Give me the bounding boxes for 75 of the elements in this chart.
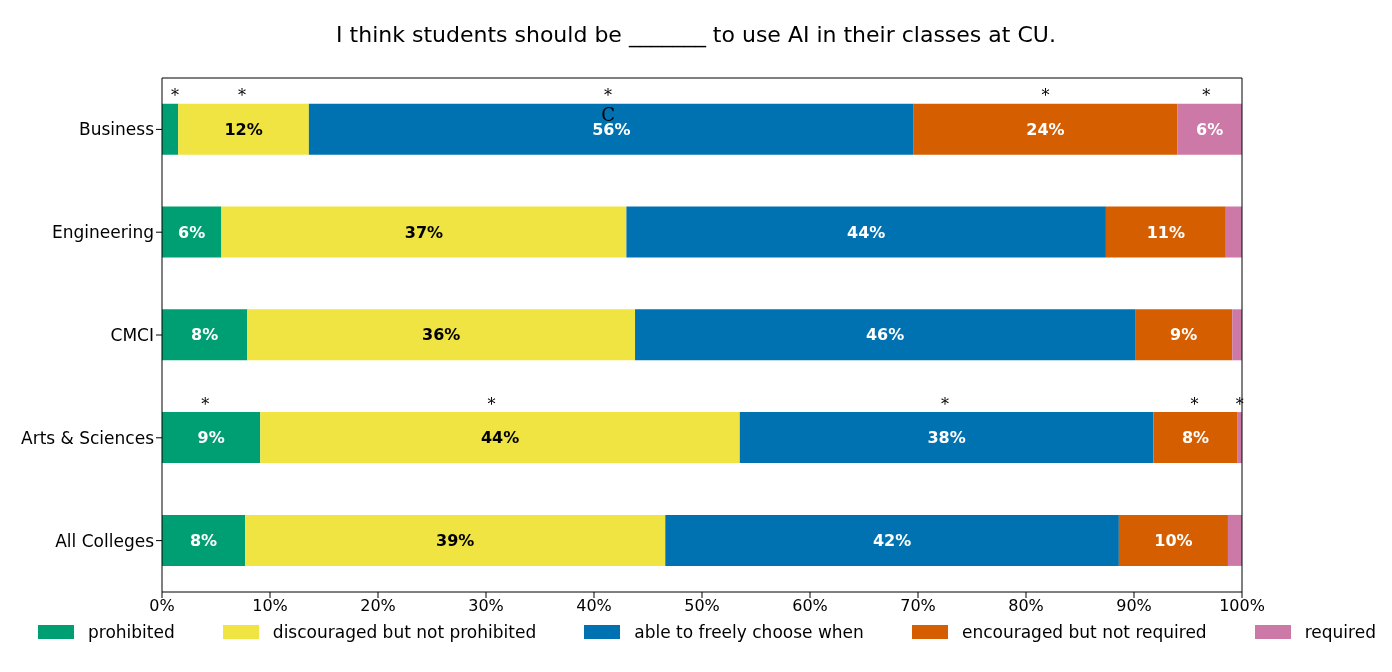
legend-label: required bbox=[1304, 622, 1376, 642]
bar bbox=[913, 103, 1178, 155]
bar bbox=[162, 309, 248, 361]
data-label: 10% bbox=[1154, 530, 1193, 550]
chart-title: I think students should be _______ to use AI in their classes at CU. bbox=[335, 21, 1057, 50]
data-label: 8% bbox=[1181, 428, 1210, 448]
data-label: 8% bbox=[191, 325, 219, 345]
y-tick-label: CMCI bbox=[110, 325, 154, 346]
bar bbox=[1227, 514, 1242, 566]
legend-label: able to freely choose when bbox=[634, 622, 864, 642]
bar bbox=[626, 206, 1106, 258]
legend-label: prohibited bbox=[88, 622, 175, 642]
bar bbox=[162, 103, 179, 155]
data-label: 44% bbox=[480, 428, 520, 448]
data-label: 9% bbox=[197, 428, 225, 448]
legend-label: encouraged but not required bbox=[961, 622, 1207, 642]
data-label: 12% bbox=[224, 119, 263, 139]
annotation: * bbox=[941, 394, 949, 414]
data-label: 11% bbox=[1146, 222, 1186, 242]
x-tick-label: 40% bbox=[576, 596, 612, 616]
x-tick-label: 20% bbox=[360, 596, 396, 616]
y-tick-label: Engineering bbox=[52, 222, 154, 243]
bar bbox=[162, 206, 222, 258]
bar bbox=[1225, 206, 1242, 258]
bar bbox=[1118, 514, 1228, 566]
data-label: 24% bbox=[1026, 119, 1065, 139]
annotation: * bbox=[170, 86, 179, 106]
bar bbox=[260, 412, 740, 464]
bar bbox=[739, 412, 1154, 464]
annotation: * bbox=[1041, 86, 1050, 106]
data-label: 6% bbox=[1196, 119, 1224, 139]
x-tick-label: 90% bbox=[1116, 596, 1152, 616]
annotation: * bbox=[487, 394, 496, 414]
bar bbox=[1232, 309, 1242, 361]
bar bbox=[1153, 412, 1238, 464]
data-label: 38% bbox=[927, 428, 966, 448]
x-tick-label: 10% bbox=[252, 596, 288, 616]
annotation: * bbox=[201, 394, 210, 414]
data-label: 46% bbox=[865, 325, 905, 345]
bar bbox=[245, 514, 666, 566]
legend-label: discouraged but not prohibited bbox=[272, 622, 537, 642]
data-label: 36% bbox=[422, 325, 461, 345]
data-label: 9% bbox=[1170, 325, 1198, 345]
bar bbox=[665, 514, 1119, 566]
bar bbox=[162, 412, 261, 464]
bar bbox=[1105, 206, 1226, 258]
data-label: 6% bbox=[178, 222, 206, 242]
x-tick-label: 60% bbox=[792, 596, 828, 616]
bar bbox=[1177, 103, 1242, 155]
annotation: * bbox=[237, 86, 246, 106]
bar bbox=[635, 309, 1136, 361]
x-tick-label: 100% bbox=[1219, 596, 1265, 616]
data-label: 44% bbox=[847, 222, 886, 242]
x-tick-label: 50% bbox=[684, 596, 720, 616]
y-tick-label: Business bbox=[79, 119, 155, 140]
data-label: 42% bbox=[872, 530, 912, 550]
annotation: * bbox=[1235, 394, 1244, 414]
y-tick-label: All Colleges bbox=[55, 530, 155, 551]
x-tick-label: 30% bbox=[468, 596, 504, 616]
bar bbox=[1135, 309, 1233, 361]
bar bbox=[308, 103, 914, 155]
x-tick-label: 80% bbox=[1008, 596, 1044, 616]
bar bbox=[162, 514, 246, 566]
bar bbox=[178, 103, 309, 155]
data-label: 37% bbox=[404, 222, 444, 242]
data-label: 39% bbox=[436, 530, 475, 550]
data-label: 8% bbox=[189, 530, 218, 550]
y-tick-label: Arts & Sciences bbox=[21, 427, 155, 448]
bar bbox=[221, 206, 627, 258]
annotation: * bbox=[1190, 394, 1199, 414]
x-tick-label: 0% bbox=[149, 596, 175, 616]
annotation: * bbox=[1202, 86, 1211, 106]
bar bbox=[247, 309, 636, 361]
annotation: * bbox=[604, 86, 613, 106]
x-tick-label: 70% bbox=[900, 596, 936, 616]
